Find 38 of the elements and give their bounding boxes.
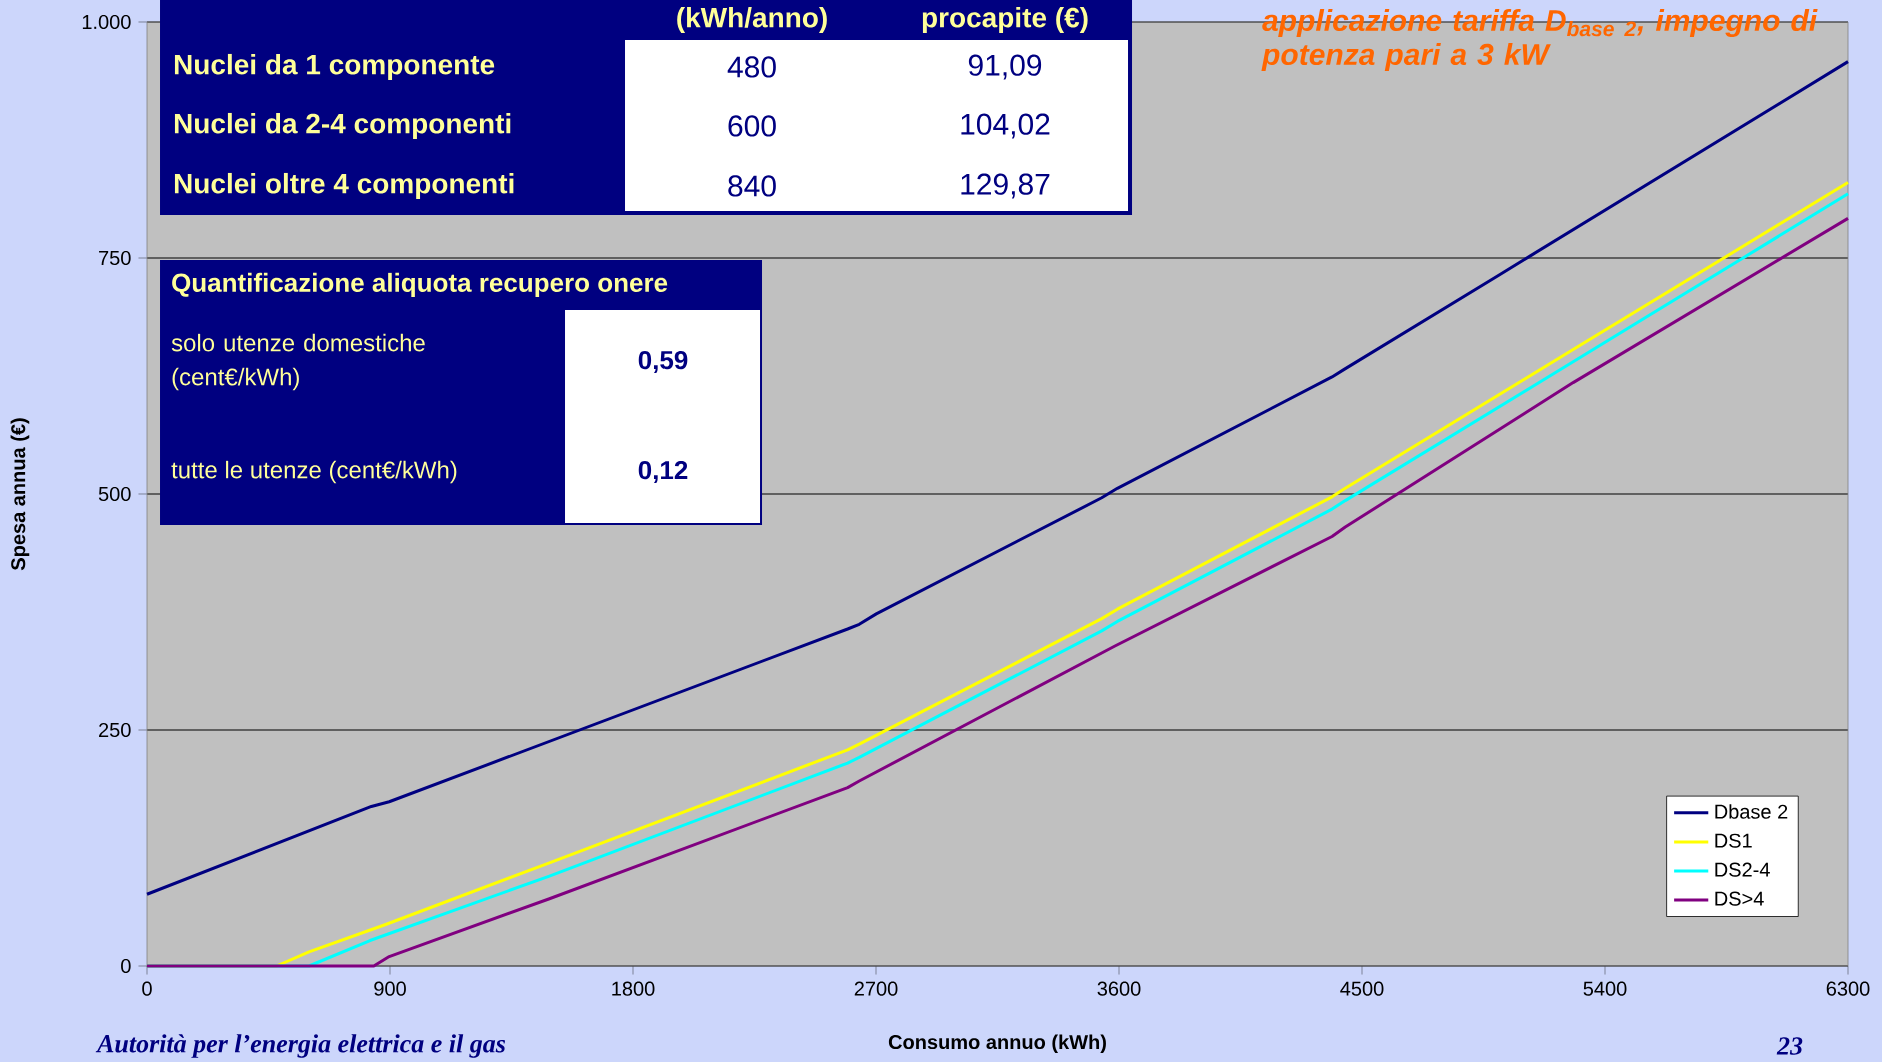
- annotation: 129,87: [961, 173, 1050, 199]
- text: Autorità per l’energia elettrica e il gas: [95, 1034, 506, 1058]
- annotation: 104,02: [961, 113, 1050, 139]
- y-tick-label: 0: [121, 958, 131, 974]
- y-tick-label: 250: [99, 722, 131, 738]
- x-tick-label: 900: [374, 981, 406, 996]
- annotation: Quantificazione aliquota recupero onere: [172, 272, 668, 298]
- legend-label: DS1: [1715, 833, 1752, 848]
- annotation: procapite (€): [922, 6, 1088, 34]
- x-tick-label: 0: [142, 981, 152, 996]
- y-tick-label: 1.000: [82, 14, 131, 30]
- x-tick-label: 2700: [854, 981, 898, 996]
- x-tick-label: 5400: [1583, 981, 1627, 996]
- x-tick-label: 3600: [1097, 981, 1141, 996]
- legend-label: DS2-4: [1715, 862, 1770, 877]
- x-tick-label: 1800: [612, 981, 655, 996]
- x-tick-label: 4500: [1340, 981, 1384, 996]
- annotation: Nuclei da 2-4 componenti: [174, 112, 511, 140]
- annotation: 0,59: [638, 350, 688, 374]
- annotation: solo utenze domestiche (cent€/kWh): [171, 333, 425, 391]
- legend-label: DS>4: [1715, 891, 1764, 906]
- annotation: 91,09: [968, 54, 1042, 80]
- chart-title: applicazione tariffa D$_{base 2}$, impegno di potenza pari a 3 kW: [1261, 9, 1818, 72]
- y-tick-label: 500: [98, 486, 131, 502]
- annotation: 480: [727, 56, 776, 78]
- x-axis-title: Consumo annuo (kWh): [888, 1034, 1106, 1054]
- y-axis-title: Spesa annua (€): [10, 418, 30, 571]
- annotation: 600: [728, 115, 776, 137]
- annotation: tutte le utenze (cent€/kWh): [171, 460, 457, 484]
- annotation: Nuclei da 1 componente: [174, 53, 495, 81]
- annotation: 0,12: [638, 460, 688, 484]
- text: 23: [1776, 1037, 1803, 1055]
- annotation: Nuclei oltre 4 componenti: [174, 172, 514, 200]
- annotation: (kWh/anno): [677, 6, 827, 34]
- legend-label: Dbase 2: [1715, 804, 1788, 819]
- x-tick-label: 6300: [1826, 981, 1870, 996]
- y-tick-label: 750: [99, 250, 131, 266]
- annotation: 840: [728, 175, 776, 197]
